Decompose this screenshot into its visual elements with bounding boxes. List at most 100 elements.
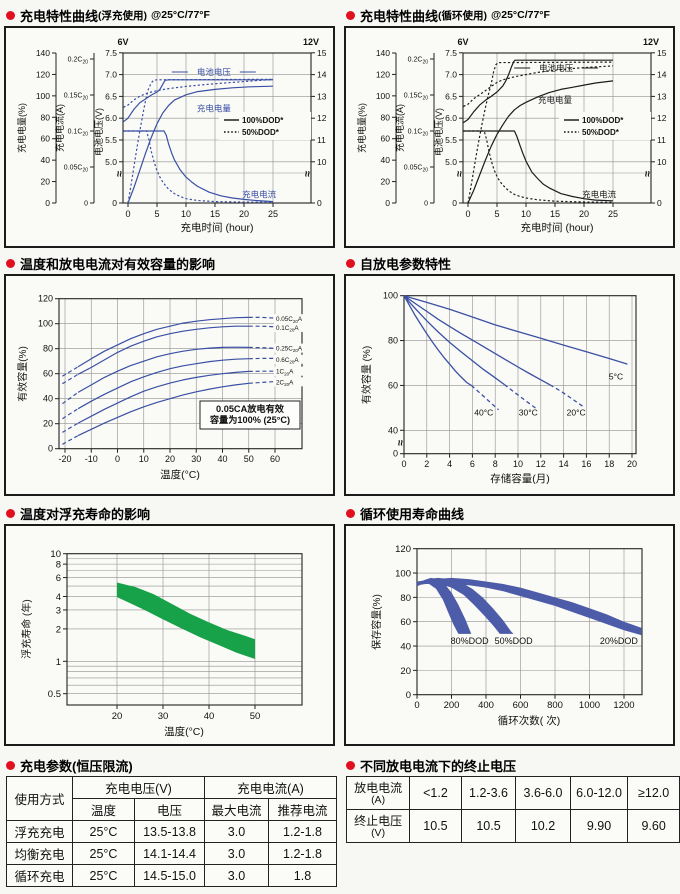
svg-text:20: 20 bbox=[381, 177, 391, 187]
svg-text:100: 100 bbox=[395, 569, 411, 580]
svg-text:120: 120 bbox=[376, 69, 390, 79]
svg-text:0: 0 bbox=[414, 700, 419, 711]
section-title: 不同放电电流下的终止电压 bbox=[344, 756, 680, 774]
svg-text:20: 20 bbox=[41, 177, 51, 187]
table-row: 终止电压 (V) 10.5 10.5 10.2 9.90 9.60 bbox=[345, 809, 680, 843]
row-header-voltage: 终止电压 (V) bbox=[345, 809, 411, 843]
chart-temp-capacity: 0 20 40 60 80 100 120 有效容量(%) -20 -10 0 10 20 30 40 50 6… bbox=[16, 294, 304, 481]
svg-text:充电电流(A): 充电电流(A) bbox=[394, 104, 405, 152]
svg-text:0.1C20A: 0.1C20A bbox=[276, 325, 299, 333]
svg-text:20: 20 bbox=[579, 209, 589, 219]
svg-text:10: 10 bbox=[513, 459, 523, 469]
svg-text:120: 120 bbox=[395, 544, 411, 555]
section-charge-params: 充电参数 (恒压限流) 使用方式 充电电压(V) 充电电流(A) 温度 电压 最… bbox=[0, 750, 340, 894]
table-row: 循环充电 25°C 14.5-15.0 3.0 1.8 bbox=[6, 864, 337, 887]
svg-text:6: 6 bbox=[470, 459, 475, 469]
cell: 浮充充电 bbox=[6, 820, 73, 843]
chart-float-charge: 020406080100120140充电电量(%)00.05C200.1C200… bbox=[16, 37, 327, 234]
svg-text:1000: 1000 bbox=[579, 700, 600, 711]
section-title: 自放电参数特性 bbox=[344, 254, 680, 272]
svg-text:7.0: 7.0 bbox=[445, 70, 457, 80]
svg-text:16: 16 bbox=[581, 459, 591, 469]
svg-text:60: 60 bbox=[381, 134, 391, 144]
cell: 3.6-6.0 bbox=[515, 776, 571, 810]
bullet-icon bbox=[346, 10, 355, 20]
svg-text:18: 18 bbox=[604, 459, 614, 469]
svg-text:8: 8 bbox=[493, 459, 498, 469]
svg-text:14: 14 bbox=[657, 70, 667, 80]
svg-text:0.15C20: 0.15C20 bbox=[404, 93, 428, 102]
svg-text:30°C: 30°C bbox=[519, 407, 538, 417]
svg-text:-10: -10 bbox=[85, 454, 98, 464]
svg-text:有效容量(%): 有效容量(%) bbox=[16, 346, 29, 402]
chart-box: 0 20 40 60 80 100 120 有效容量(%) -20 -10 0 10 20 30 40 50 6… bbox=[4, 274, 335, 496]
svg-text:4: 4 bbox=[56, 592, 61, 603]
svg-text:12: 12 bbox=[536, 459, 546, 469]
chart-float-life: 108 6 4 3 2 1 0.5 浮充寿命 (年) 20 30 40 50 温度(°C) bbox=[20, 549, 303, 738]
svg-text:7.0: 7.0 bbox=[105, 70, 117, 80]
svg-text:6.0: 6.0 bbox=[105, 113, 117, 123]
svg-text:100: 100 bbox=[376, 91, 390, 101]
bullet-icon bbox=[346, 258, 355, 268]
svg-text:5.0: 5.0 bbox=[445, 157, 457, 167]
svg-text:5.5: 5.5 bbox=[445, 135, 457, 145]
bullet-icon bbox=[6, 10, 15, 20]
svg-text:0: 0 bbox=[657, 198, 662, 208]
section-cycle-life: 循环使用寿命曲线 0 20 40 60 80 100 120 保存容量(%) 0 200 400 60… bbox=[340, 498, 680, 750]
svg-text:0: 0 bbox=[125, 209, 130, 219]
chart-box: 0 20 40 60 80 100 120 140 充电电量(%) 0 0.05C20 0.1C20 0… bbox=[4, 26, 335, 248]
svg-text:充电电量(%): 充电电量(%) bbox=[16, 103, 27, 153]
svg-text:25: 25 bbox=[608, 209, 618, 219]
group-header-current: 充电电流(A) bbox=[204, 776, 337, 799]
svg-text:4: 4 bbox=[447, 459, 452, 469]
svg-text:6.0: 6.0 bbox=[445, 113, 457, 123]
svg-text:12: 12 bbox=[317, 113, 327, 123]
svg-text:0.6C20A: 0.6C20A bbox=[276, 357, 299, 365]
svg-text:60: 60 bbox=[41, 134, 51, 144]
bullet-icon bbox=[6, 258, 15, 268]
svg-text:40: 40 bbox=[204, 711, 215, 722]
svg-text:20: 20 bbox=[43, 419, 53, 429]
svg-text:10: 10 bbox=[521, 209, 531, 219]
svg-text:40: 40 bbox=[381, 155, 391, 165]
svg-text:0: 0 bbox=[424, 201, 428, 208]
cell: 9.90 bbox=[569, 809, 629, 843]
svg-text:5: 5 bbox=[154, 209, 159, 219]
section-title: 循环使用寿命曲线 bbox=[344, 504, 680, 522]
svg-text:有效容量 (%): 有效容量 (%) bbox=[360, 346, 373, 404]
svg-text:5: 5 bbox=[494, 209, 499, 219]
svg-text:-20: -20 bbox=[58, 454, 71, 464]
svg-text:0.05C20: 0.05C20 bbox=[404, 165, 428, 174]
svg-text:0.15C20: 0.15C20 bbox=[64, 93, 88, 102]
svg-text:12V: 12V bbox=[643, 37, 659, 47]
cutoff-voltage-table: 放电电流 (A) <1.2 1.2-3.6 3.6-6.0 6.0-12.0 ≥… bbox=[345, 776, 680, 843]
svg-text:13: 13 bbox=[657, 91, 667, 101]
bullet-icon bbox=[346, 508, 355, 518]
section-title: 温度对浮充寿命的影响 bbox=[4, 504, 340, 522]
svg-text:10: 10 bbox=[139, 454, 149, 464]
svg-text:浮充寿命 (年): 浮充寿命 (年) bbox=[20, 599, 33, 658]
svg-text:充电电流: 充电电流 bbox=[242, 189, 277, 199]
svg-text:6V: 6V bbox=[117, 37, 128, 47]
svg-text:0.05C20: 0.05C20 bbox=[64, 165, 88, 174]
svg-text:充电时间 (hour): 充电时间 (hour) bbox=[181, 221, 254, 234]
svg-text:20: 20 bbox=[165, 454, 175, 464]
title-text: 自放电参数特性 bbox=[360, 256, 452, 272]
svg-text:12V: 12V bbox=[303, 37, 319, 47]
svg-text:1200: 1200 bbox=[613, 700, 634, 711]
svg-text:5.0: 5.0 bbox=[105, 157, 117, 167]
svg-text:60: 60 bbox=[400, 617, 411, 628]
svg-text:存储容量(月): 存储容量(月) bbox=[490, 472, 550, 485]
svg-text:20: 20 bbox=[627, 459, 637, 469]
svg-text:10: 10 bbox=[181, 209, 191, 219]
svg-text:50%DOD: 50%DOD bbox=[495, 636, 534, 646]
svg-text:25: 25 bbox=[268, 209, 278, 219]
svg-text:10: 10 bbox=[317, 157, 327, 167]
cell: 6.0-12.0 bbox=[569, 776, 629, 810]
svg-text:80: 80 bbox=[43, 344, 53, 354]
svg-text:200: 200 bbox=[444, 700, 460, 711]
svg-text:50%DOD*: 50%DOD* bbox=[242, 128, 280, 137]
svg-text:温度(°C): 温度(°C) bbox=[160, 468, 200, 481]
svg-text:0.25C20A: 0.25C20A bbox=[276, 346, 303, 354]
svg-text:120: 120 bbox=[36, 69, 50, 79]
